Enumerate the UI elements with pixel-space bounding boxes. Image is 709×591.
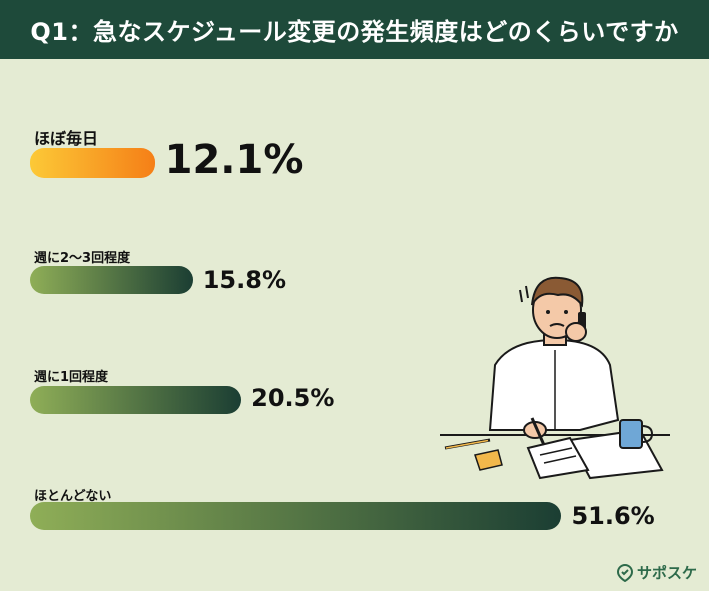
brand-pin-icon (616, 563, 633, 582)
category-label: 週に2〜3回程度 (34, 251, 131, 266)
value-label: 12.1% (164, 137, 304, 183)
bar (30, 502, 562, 530)
brand-logo: サポスケ (616, 562, 697, 583)
brand-name: サポスケ (636, 564, 697, 582)
category-label: ほとんどない (34, 489, 112, 504)
category-label: 週に1回程度 (34, 370, 109, 385)
value-label: 20.5% (251, 384, 335, 412)
bar (30, 266, 193, 294)
bar (30, 386, 242, 414)
value-label: 15.8% (202, 266, 286, 294)
bar (30, 148, 155, 178)
category-label: ほぼ毎日 (34, 129, 99, 148)
chart-title: Q1：急なスケジュール変更の発生頻度はどのくらいですか (0, 0, 709, 59)
person-on-phone-illustration (440, 276, 670, 480)
chart-title-text: Q1：急なスケジュール変更の発生頻度はどのくらいですか (30, 18, 679, 46)
value-label: 51.6% (571, 502, 655, 530)
